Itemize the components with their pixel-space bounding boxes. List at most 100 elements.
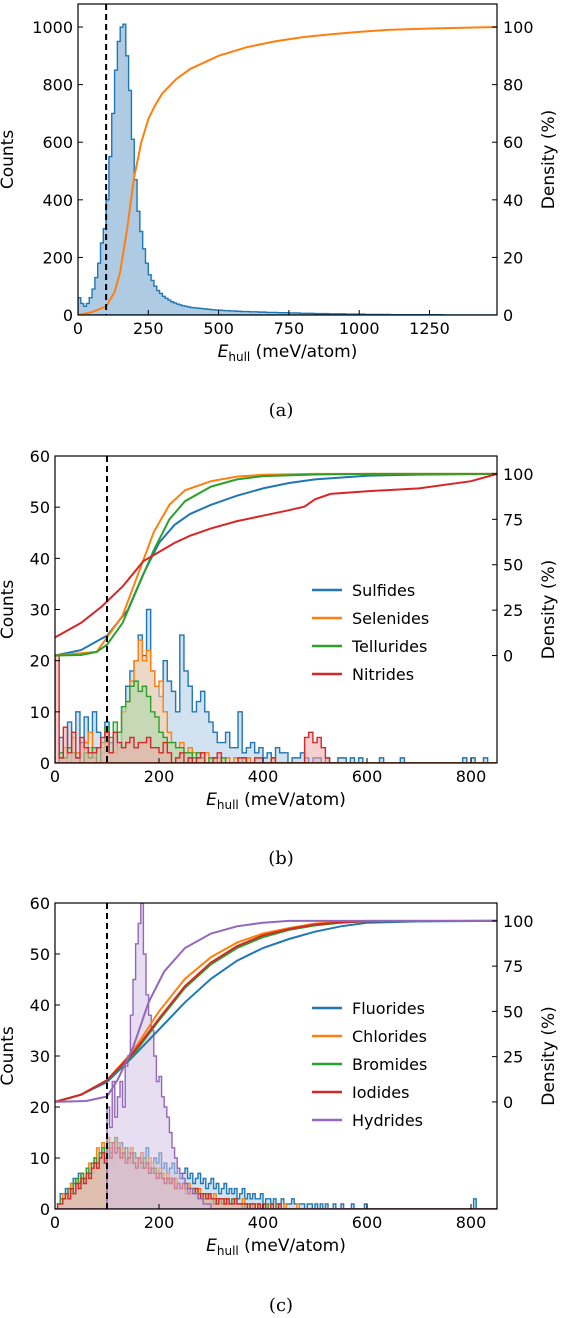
selenides-histogram-fill bbox=[55, 640, 496, 763]
tellurides-cdf-line bbox=[55, 472, 497, 657]
x-tick-label: 400 bbox=[248, 767, 279, 786]
y-right-tick-label: 20 bbox=[503, 248, 523, 267]
y-right-axis-label: Density (%) bbox=[539, 560, 559, 659]
y-right-tick-label: 0 bbox=[503, 306, 513, 325]
y-left-tick-label: 30 bbox=[30, 601, 50, 620]
y-left-axis-label: Counts bbox=[0, 580, 18, 639]
y-left-tick-label: 50 bbox=[30, 498, 50, 517]
panel-caption: (a) bbox=[269, 400, 294, 421]
y-left-tick-label: 400 bbox=[42, 191, 73, 210]
y-left-tick-label: 0 bbox=[40, 1200, 50, 1219]
y-right-axis-label: Density (%) bbox=[539, 110, 559, 209]
x-tick-label: 250 bbox=[133, 319, 164, 338]
plot-frame bbox=[77, 3, 498, 316]
x-tick-label: 600 bbox=[352, 1213, 383, 1232]
y-left-tick-label: 800 bbox=[42, 76, 73, 95]
plot-area bbox=[55, 472, 497, 763]
x-tick-label: 0 bbox=[73, 319, 83, 338]
x-tick-label: 400 bbox=[248, 1213, 279, 1232]
y-left-axis-label: Counts bbox=[0, 130, 18, 189]
x-tick-label: 800 bbox=[456, 1213, 487, 1232]
y-left-tick-label: 40 bbox=[30, 996, 50, 1015]
y-left-tick-label: 20 bbox=[30, 652, 50, 671]
y-right-tick-label: 0 bbox=[503, 647, 513, 666]
x-tick-label: 800 bbox=[456, 767, 487, 786]
hydrides-histogram-fill bbox=[55, 903, 497, 1209]
bromides-cdf-line bbox=[55, 919, 497, 1103]
series-cdf-line bbox=[78, 26, 497, 315]
nitrides-histogram-outline bbox=[55, 654, 496, 763]
x-axis-label-symbol: E bbox=[206, 790, 217, 810]
x-tick-label: 1250 bbox=[409, 319, 450, 338]
y-left-tick-label: 60 bbox=[30, 447, 50, 466]
x-axis-label-unit: (meV/atom) bbox=[250, 342, 357, 362]
y-left-tick-label: 200 bbox=[42, 248, 73, 267]
y-right-tick-label: 100 bbox=[503, 465, 534, 484]
y-right-tick-label: 100 bbox=[503, 18, 534, 37]
y-left-axis-label: Counts bbox=[0, 1026, 18, 1085]
x-axis-label-subscript: hull bbox=[228, 350, 250, 364]
x-axis-label-unit: (meV/atom) bbox=[239, 1236, 346, 1256]
x-axis-label-subscript: hull bbox=[217, 798, 239, 812]
legend-label-iodides: Iodides bbox=[352, 1083, 409, 1102]
x-tick-label: 200 bbox=[144, 1213, 175, 1232]
y-right-tick-label: 75 bbox=[503, 510, 523, 529]
y-left-tick-label: 20 bbox=[30, 1098, 50, 1117]
y-right-tick-label: 25 bbox=[503, 601, 523, 620]
legend-label-chlorides: Chlorides bbox=[352, 1027, 427, 1046]
nitrides-histogram-fill bbox=[55, 655, 496, 763]
x-tick-label: 500 bbox=[203, 319, 234, 338]
y-right-tick-label: 0 bbox=[503, 1093, 513, 1112]
chlorides-cdf-line bbox=[55, 919, 497, 1103]
hydrides-histogram-outline bbox=[55, 903, 497, 1209]
legend-label-selenides: Selenides bbox=[352, 609, 429, 628]
x-tick-label: 0 bbox=[50, 767, 60, 786]
x-tick-label: 0 bbox=[50, 1213, 60, 1232]
legend-label-hydrides: Hydrides bbox=[352, 1111, 423, 1130]
y-left-tick-label: 40 bbox=[30, 549, 50, 568]
y-left-tick-label: 30 bbox=[30, 1047, 50, 1066]
legend-label-sulfides: Sulfides bbox=[352, 581, 415, 600]
legend-label-bromides: Bromides bbox=[352, 1055, 427, 1074]
x-axis-label: Ehull (meV/atom) bbox=[206, 1236, 346, 1258]
y-left-tick-label: 10 bbox=[30, 1149, 50, 1168]
selenides-cdf-line bbox=[55, 472, 497, 657]
y-right-axis-label: Density (%) bbox=[539, 1006, 559, 1105]
legend-label-fluorides: Fluorides bbox=[352, 999, 425, 1018]
panel-c: 0 200 400 600 80001020304050600255075100Ehul… bbox=[0, 894, 559, 1316]
x-axis-label: Ehull (meV/atom) bbox=[218, 342, 358, 364]
x-axis-label-unit: (meV/atom) bbox=[239, 790, 346, 810]
legend-label-tellurides: Tellurides bbox=[351, 637, 427, 656]
y-left-tick-label: 10 bbox=[30, 703, 50, 722]
y-left-tick-label: 0 bbox=[63, 306, 73, 325]
x-tick-label: 600 bbox=[352, 767, 383, 786]
y-right-tick-label: 50 bbox=[503, 556, 523, 575]
x-axis-label-subscript: hull bbox=[217, 1244, 239, 1258]
panel-caption: (b) bbox=[268, 848, 294, 869]
y-right-tick-label: 80 bbox=[503, 76, 523, 95]
y-left-tick-label: 50 bbox=[30, 945, 50, 964]
y-right-tick-label: 75 bbox=[503, 957, 523, 976]
y-right-tick-label: 50 bbox=[503, 1002, 523, 1021]
fluorides-cdf-line bbox=[55, 919, 497, 1103]
x-tick-label: 1000 bbox=[339, 319, 380, 338]
y-right-tick-label: 25 bbox=[503, 1048, 523, 1067]
iodides-cdf-line bbox=[55, 919, 497, 1103]
x-axis-label-symbol: E bbox=[206, 1236, 217, 1256]
sulfides-cdf-line bbox=[55, 472, 497, 657]
series-histogram-fill bbox=[78, 24, 497, 315]
y-left-tick-label: 600 bbox=[42, 133, 73, 152]
panel-caption: (c) bbox=[269, 1295, 293, 1316]
hydrides-cdf-line bbox=[55, 919, 497, 1103]
y-right-tick-label: 60 bbox=[503, 133, 523, 152]
panel-b: 0 200 400 600 80001020304050600255075100Ehul… bbox=[0, 447, 559, 869]
y-right-tick-label: 40 bbox=[503, 191, 523, 210]
y-right-tick-label: 100 bbox=[503, 912, 534, 931]
x-tick-label: 200 bbox=[144, 767, 175, 786]
x-tick-label: 750 bbox=[274, 319, 305, 338]
x-axis-label: Ehull (meV/atom) bbox=[206, 790, 346, 812]
x-axis-label-symbol: E bbox=[218, 342, 229, 362]
y-left-tick-label: 1000 bbox=[32, 18, 73, 37]
plot-area bbox=[55, 903, 497, 1209]
y-left-tick-label: 0 bbox=[40, 754, 50, 773]
